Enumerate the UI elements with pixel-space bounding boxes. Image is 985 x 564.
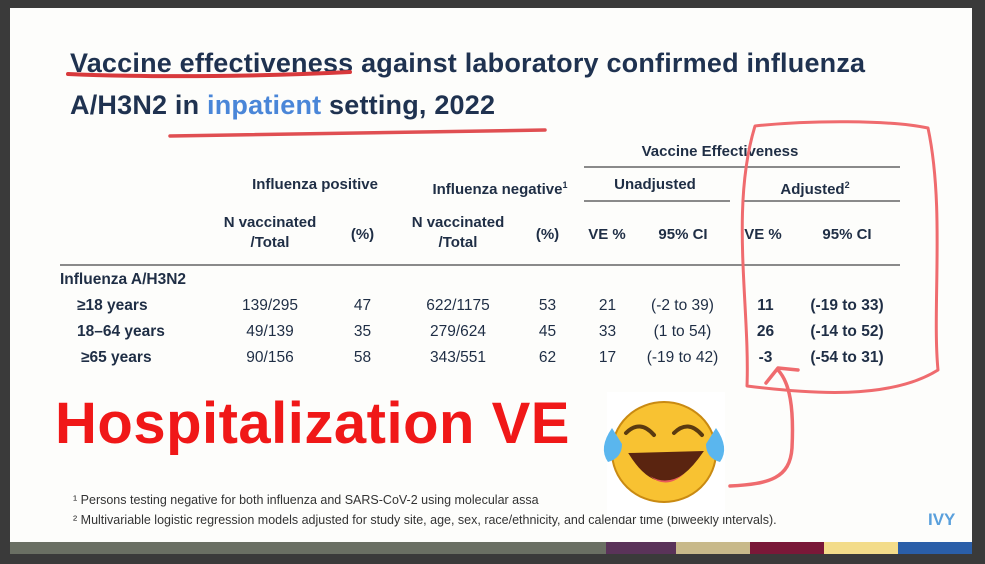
footer-band-grey	[10, 542, 606, 554]
cell-neg-n: 622/1175	[426, 297, 490, 314]
footnote-2-text: Multivariable logistic regression models…	[80, 513, 777, 527]
adjusted-box	[740, 120, 940, 394]
footer-band-tan	[676, 542, 750, 554]
arrow-shaft	[728, 368, 795, 488]
col-ci-unadj: 95% CI	[658, 226, 708, 243]
flu-positive-header: Influenza positive	[252, 176, 378, 193]
cell-pos-pct: 47	[353, 297, 372, 314]
cell-pos-pct: 58	[353, 349, 372, 366]
cell-pos-n: 90/156	[246, 349, 294, 366]
footnote-1: ¹ Persons testing negative for both infl…	[73, 493, 539, 507]
unadjusted-header: Unadjusted	[614, 176, 696, 193]
row-label-65plus: ≥65 years	[81, 349, 152, 366]
cell-ve-adj: -3	[758, 349, 773, 366]
subgroup-rule-right	[743, 200, 900, 202]
cell-ci-adj: (-54 to 31)	[810, 349, 884, 366]
adjusted-header: Adjusted2	[745, 175, 885, 200]
footnote-2: ² Multivariable logistic regression mode…	[73, 513, 777, 527]
row-label-18plus: ≥18 years	[77, 297, 148, 314]
cell-neg-n: 343/551	[429, 349, 487, 366]
ve-group-header: Vaccine Effectiveness	[641, 143, 799, 160]
laughing-emoji-icon	[603, 392, 725, 516]
slide-title: Vaccine effectiveness against laboratory…	[70, 42, 950, 126]
ivy-logo: IVY	[928, 510, 956, 529]
section-label: Influenza A/H3N2	[60, 271, 187, 288]
pen-annotations	[66, 70, 940, 516]
footnote-1-mark: ¹	[73, 493, 78, 507]
title-highlight: inpatient	[207, 90, 322, 120]
footer-band-blue	[898, 542, 972, 554]
title-underline-1	[66, 70, 352, 79]
footer-band-purple	[606, 542, 676, 554]
cell-ve-unadj: 17	[598, 349, 617, 366]
col-ci-adj: 95% CI	[822, 226, 872, 243]
col-neg-n-vaccinated: N vaccinated/Total	[398, 213, 518, 253]
flu-negative-header: Influenza negative1	[405, 175, 595, 200]
title-underline-2	[168, 128, 547, 138]
cell-ci-adj: (-14 to 52)	[810, 323, 884, 340]
col-neg-pct: (%)	[535, 226, 560, 243]
hospitalization-ve-annotation: Hospitalization VE	[55, 391, 570, 456]
cell-pos-pct: 35	[353, 323, 372, 340]
footnote-1-text: Persons testing negative for both influe…	[80, 493, 539, 507]
cell-pos-n: 139/295	[241, 297, 299, 314]
col-pos-n-line2: /Total	[250, 234, 290, 251]
title-line-2-prefix: A/H3N2 in	[70, 90, 208, 120]
cell-neg-pct: 53	[538, 297, 557, 314]
adjusted-label: Adjusted	[780, 181, 845, 198]
arrow-head	[764, 366, 800, 385]
flu-negative-footnote-mark: 1	[562, 180, 568, 190]
cell-ci-adj: (-19 to 33)	[810, 297, 884, 314]
cell-ve-unadj: 33	[598, 323, 617, 340]
cell-neg-pct: 45	[538, 323, 557, 340]
cell-ci-unadj: (-19 to 42)	[646, 349, 719, 366]
flu-negative-label: Influenza negative	[432, 181, 563, 198]
cell-pos-n: 49/139	[246, 323, 294, 340]
title-line-2-suffix: setting, 2022	[321, 90, 496, 120]
cell-neg-n: 279/624	[429, 323, 487, 340]
col-pos-pct: (%)	[350, 226, 375, 243]
cell-ci-unadj: (-2 to 39)	[651, 297, 714, 314]
cell-ci-unadj: (1 to 54)	[653, 323, 712, 340]
cell-ve-adj: 11	[757, 297, 774, 314]
header-bottom-rule	[60, 264, 900, 266]
col-neg-n-line2: /Total	[438, 234, 478, 251]
col-pos-n-line1: N vaccinated	[223, 214, 317, 231]
ve-group-rule	[584, 166, 900, 168]
cell-ve-unadj: 21	[598, 297, 617, 314]
subgroup-rule-left	[584, 200, 730, 202]
title-line-1: Vaccine effectiveness against laboratory…	[70, 48, 866, 78]
col-ve-unadj: VE %	[588, 226, 626, 243]
adjusted-footnote-mark: 2	[844, 180, 850, 190]
footnote-2-mark: ²	[73, 513, 78, 527]
cell-ve-adj: 26	[756, 323, 775, 340]
footer-band-yellow	[824, 542, 898, 554]
slide: Vaccine effectiveness against laboratory…	[10, 8, 972, 554]
col-ve-adj: VE %	[744, 226, 782, 243]
col-pos-n-vaccinated: N vaccinated/Total	[210, 213, 330, 253]
col-neg-n-line1: N vaccinated	[411, 214, 505, 231]
cell-neg-pct: 62	[538, 349, 557, 366]
footer-band-maroon	[750, 542, 824, 554]
row-label-18-64: 18–64 years	[77, 323, 165, 340]
